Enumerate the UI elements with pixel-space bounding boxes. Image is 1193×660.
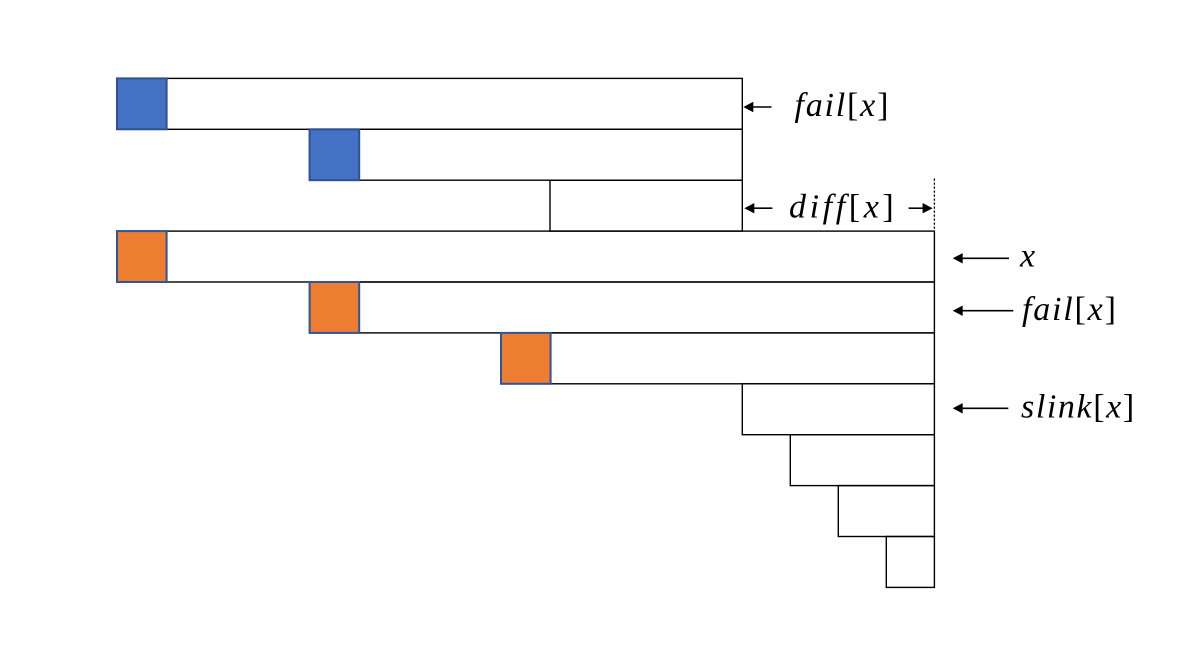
svg-text:x: x [1019,238,1037,275]
svg-text:fail[x]: fail[x] [1022,291,1118,328]
svg-text:slink[x]: slink[x] [1021,389,1136,426]
svg-text:diff[x]: diff[x] [789,189,897,226]
svg-text:fail[x]: fail[x] [795,87,891,124]
